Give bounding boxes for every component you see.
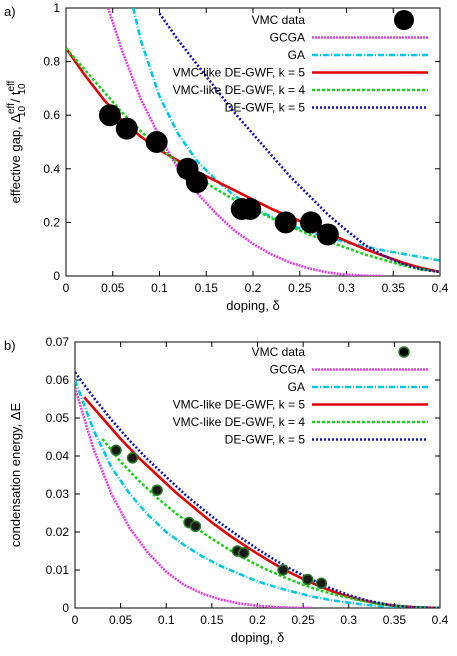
series-line: [75, 387, 313, 608]
y-axis-label-part: eff: [6, 80, 17, 91]
series-line: [66, 47, 440, 274]
x-tick-label: 0.35: [383, 613, 407, 627]
y-axis-label-part: / t: [8, 91, 23, 106]
series-line: [83, 396, 440, 608]
legend-label: VMC-like DE-GWF, k = 5: [173, 398, 306, 412]
data-point: [301, 573, 314, 586]
legend-label: GA: [288, 380, 305, 394]
legend-label: GCGA: [270, 363, 305, 377]
x-tick-label: 0.35: [382, 281, 406, 295]
y-tick-label: 0.07: [46, 335, 70, 349]
y-tick-label: 0.4: [43, 162, 60, 176]
x-tick-label: 0.2: [245, 281, 262, 295]
data-point: [145, 131, 168, 153]
legend-label: DE-GWF, k = 5: [225, 101, 306, 115]
series-line: [75, 379, 440, 608]
legend-label: VMC-like DE-GWF, k = 4: [173, 83, 306, 97]
series-line: [75, 371, 440, 608]
x-axis-label: doping, δ: [231, 630, 285, 645]
y-tick-label: 0.04: [46, 449, 70, 463]
data-point: [115, 117, 138, 140]
legend-marker: [394, 10, 414, 30]
data-point: [98, 104, 121, 127]
x-tick-label: 0.25: [291, 613, 315, 627]
y-axis-label: condensation energy, ΔE: [8, 403, 23, 548]
x-tick-label: 0.15: [195, 281, 219, 295]
y-axis-label-part: 10: [17, 83, 28, 95]
plot-area: [75, 371, 440, 608]
data-point: [238, 547, 250, 559]
legend-label: VMC-like DE-GWF, k = 4: [173, 415, 306, 429]
x-tick-label: 0.05: [101, 281, 125, 295]
x-tick-label: 0.15: [200, 613, 224, 627]
y-axis-label-part: eff: [6, 103, 17, 114]
y-tick-label: 0.01: [46, 563, 70, 577]
data-point: [126, 452, 139, 464]
data-point: [316, 223, 339, 246]
data-point: [151, 484, 163, 496]
y-axis-label-part: 10: [17, 106, 28, 118]
data-point: [185, 171, 208, 194]
legend-label: VMC data: [252, 345, 306, 359]
legend-label: VMC data: [252, 13, 306, 27]
data-point: [110, 444, 122, 457]
data-point: [277, 564, 289, 576]
x-tick-label: 0.1: [151, 281, 168, 295]
x-tick-label: 0.4: [432, 281, 449, 295]
plot-frame: [65, 7, 441, 277]
y-tick-label: 0: [53, 269, 60, 283]
x-tick-label: 0.25: [288, 281, 312, 295]
x-axis-label: doping, δ: [226, 298, 280, 313]
legend-label: VMC-like DE-GWF, k = 5: [173, 66, 306, 80]
legend-label: GA: [288, 48, 305, 62]
panel-label: b): [4, 338, 16, 353]
y-tick-label: 0.05: [46, 411, 70, 425]
legend-marker: [398, 346, 410, 358]
y-tick-label: 1: [53, 1, 60, 15]
y-tick-label: 0.06: [46, 373, 70, 387]
x-tick-label: 0: [72, 613, 79, 627]
y-tick-label: 0.03: [46, 487, 70, 501]
chart-panel-b: 0 0.05 0.1 0.15 0.2 0.25 0.3 0.35 0.4 0 0.01 0.02 0.…: [4, 335, 449, 645]
data-point: [274, 211, 297, 234]
plot-frame: [74, 341, 441, 609]
x-tick-label: 0.05: [109, 613, 133, 627]
legend-label: DE-GWF, k = 5: [225, 433, 306, 447]
data-point: [315, 577, 328, 590]
series-line: [66, 47, 440, 274]
x-tick-label: 0.3: [338, 281, 355, 295]
x-tick-label: 0.2: [249, 613, 266, 627]
plot-area: [66, 8, 440, 276]
y-tick-label: 0.2: [43, 215, 60, 229]
x-tick-label: 0.4: [432, 613, 449, 627]
y-tick-label: 0.6: [43, 108, 60, 122]
y-axis-label: effective gap, Δeff10 / teff10: [6, 80, 28, 203]
data-point: [189, 520, 202, 533]
y-axis-label-part: effective gap, Δ: [8, 114, 23, 204]
data-point: [239, 198, 262, 220]
series-line: [106, 8, 384, 276]
y-tick-label: 0.02: [46, 525, 70, 539]
x-tick-label: 0.1: [158, 613, 175, 627]
x-tick-label: 0.3: [340, 613, 357, 627]
y-tick-label: 0: [62, 601, 69, 615]
chart-panel-a: 0 0.05 0.1 0.15 0.2 0.25 0.3 0.35 0.4 0 0.2 0.4 0.6 0…: [4, 1, 449, 313]
y-tick-label: 0.8: [43, 55, 60, 69]
x-tick-label: 0: [63, 281, 70, 295]
legend-label: GCGA: [270, 31, 305, 45]
panel-label: a): [4, 4, 16, 19]
data-point: [299, 211, 322, 234]
